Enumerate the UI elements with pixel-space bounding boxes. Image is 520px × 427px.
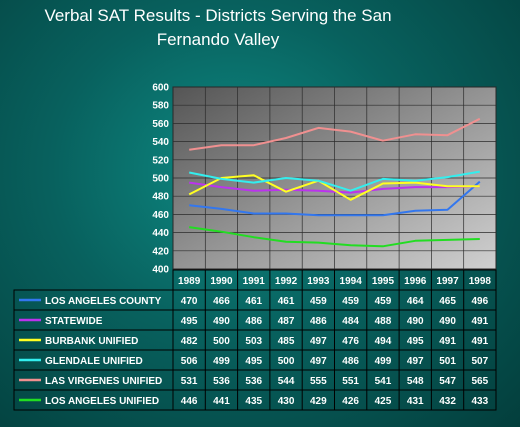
x-tick-label: 1996	[404, 276, 427, 287]
legend-label: GLENDALE UNIFIED	[45, 356, 143, 367]
data-label: 555	[310, 376, 327, 387]
data-label: 486	[342, 356, 359, 367]
x-tick-label: 1991	[243, 276, 266, 287]
y-tick-label: 500	[152, 174, 169, 185]
x-tick-label: 1994	[340, 276, 363, 287]
data-label: 433	[472, 396, 489, 407]
data-label: 495	[407, 336, 424, 347]
data-label: 431	[407, 396, 424, 407]
data-label: 459	[310, 296, 327, 307]
y-tick-label: 580	[152, 101, 169, 112]
data-label: 491	[472, 316, 489, 327]
x-tick-label: 1990	[210, 276, 233, 287]
data-label: 490	[213, 316, 230, 327]
data-label: 499	[375, 356, 392, 367]
data-label: 484	[342, 316, 359, 327]
series-line	[189, 170, 480, 192]
legend-label: LAS VIRGENES UNIFIED	[45, 376, 162, 387]
data-label: 470	[181, 296, 198, 307]
y-tick-label: 420	[152, 246, 169, 257]
series-line	[189, 226, 480, 248]
data-label: 486	[310, 316, 327, 327]
series-line	[189, 181, 480, 194]
data-label: 429	[310, 396, 327, 407]
data-label: 531	[181, 376, 198, 387]
data-label: 441	[213, 396, 230, 407]
data-label: 551	[342, 376, 359, 387]
data-label: 476	[342, 336, 359, 347]
data-label: 495	[181, 316, 198, 327]
data-label: 459	[342, 296, 359, 307]
y-tick-label: 460	[152, 210, 169, 221]
data-label: 482	[181, 336, 198, 347]
data-label: 432	[439, 396, 456, 407]
x-tick-label: 1989	[178, 276, 201, 287]
series-line	[188, 174, 480, 201]
y-tick-label: 520	[152, 155, 169, 166]
data-label: 459	[375, 296, 392, 307]
x-tick-label: 1998	[469, 276, 492, 287]
chart-title-line-2: Fernando Valley	[156, 30, 280, 49]
data-label: 536	[213, 376, 230, 387]
data-label: 491	[472, 336, 489, 347]
data-label: 465	[439, 296, 456, 307]
data-label: 500	[278, 356, 295, 367]
data-label: 487	[278, 316, 295, 327]
x-tick-label: 1995	[372, 276, 395, 287]
data-label: 495	[245, 356, 262, 367]
chart-title-line-1: Verbal SAT Results - Districts Serving t…	[44, 6, 392, 25]
data-label: 548	[407, 376, 424, 387]
x-tick-label: 1993	[307, 276, 330, 287]
data-label: 496	[472, 296, 489, 307]
data-label: 503	[245, 336, 262, 347]
data-label: 497	[310, 336, 327, 347]
data-label: 430	[278, 396, 295, 407]
data-label: 497	[310, 356, 327, 367]
data-label: 494	[375, 336, 392, 347]
series-line	[189, 180, 481, 217]
legend-label: BURBANK UNIFIED	[45, 336, 138, 347]
data-label: 490	[407, 316, 424, 327]
data-label: 506	[181, 356, 198, 367]
data-label: 426	[342, 396, 359, 407]
data-label: 435	[245, 396, 262, 407]
y-tick-label: 560	[152, 119, 169, 130]
data-label: 565	[472, 376, 489, 387]
data-label: 466	[213, 296, 230, 307]
y-tick-label: 540	[152, 137, 169, 148]
data-label: 499	[213, 356, 230, 367]
x-tick-label: 1997	[436, 276, 459, 287]
x-tick-label: 1992	[275, 276, 298, 287]
y-tick-label: 400	[152, 265, 169, 276]
data-label: 536	[245, 376, 262, 387]
data-label: 464	[407, 296, 424, 307]
data-label: 485	[278, 336, 295, 347]
data-label: 541	[375, 376, 392, 387]
data-label: 544	[278, 376, 295, 387]
data-label: 490	[439, 316, 456, 327]
y-tick-label: 600	[152, 83, 169, 94]
data-label: 486	[245, 316, 262, 327]
legend-label: LOS ANGELES UNIFIED	[45, 396, 159, 407]
y-tick-label: 480	[152, 192, 169, 203]
legend-label: LOS ANGELES COUNTY	[45, 296, 162, 307]
data-label: 446	[181, 396, 198, 407]
y-tick-label: 440	[152, 228, 169, 239]
data-label: 461	[245, 296, 262, 307]
data-label: 488	[375, 316, 392, 327]
data-label: 461	[278, 296, 295, 307]
data-label: 491	[439, 336, 456, 347]
data-label: 547	[439, 376, 456, 387]
data-label: 425	[375, 396, 392, 407]
series-line	[189, 117, 481, 151]
data-label: 501	[439, 356, 456, 367]
data-label: 507	[472, 356, 489, 367]
data-label: 500	[213, 336, 230, 347]
legend-label: STATEWIDE	[45, 316, 103, 327]
data-label: 497	[407, 356, 424, 367]
